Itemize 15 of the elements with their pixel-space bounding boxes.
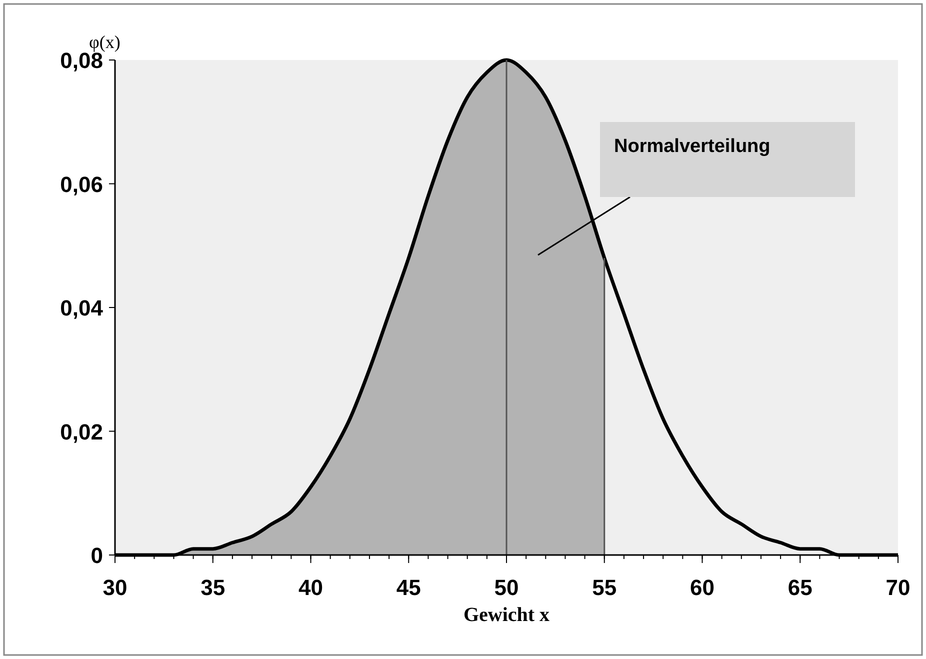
y-tick-label: 0: [90, 543, 103, 568]
x-tick-label: 30: [102, 575, 128, 600]
annotation: Normalverteilung: [614, 136, 770, 157]
x-tick-label: 50: [494, 575, 519, 600]
y-tick-label: 0,04: [60, 296, 104, 320]
y-tick-label: 0,02: [60, 419, 103, 444]
x-tick-label: 45: [396, 575, 421, 600]
x-axis-title: Gewicht x: [463, 604, 550, 626]
x-tick-label: 55: [592, 575, 617, 600]
x-tick-label: 60: [690, 575, 714, 600]
y-tick-label: 0,06: [60, 172, 103, 197]
x-tick-label: 70: [886, 575, 910, 600]
x-tick-label: 40: [298, 575, 323, 600]
x-tick-label: 65: [788, 575, 812, 600]
x-tick-label: 35: [200, 575, 226, 600]
